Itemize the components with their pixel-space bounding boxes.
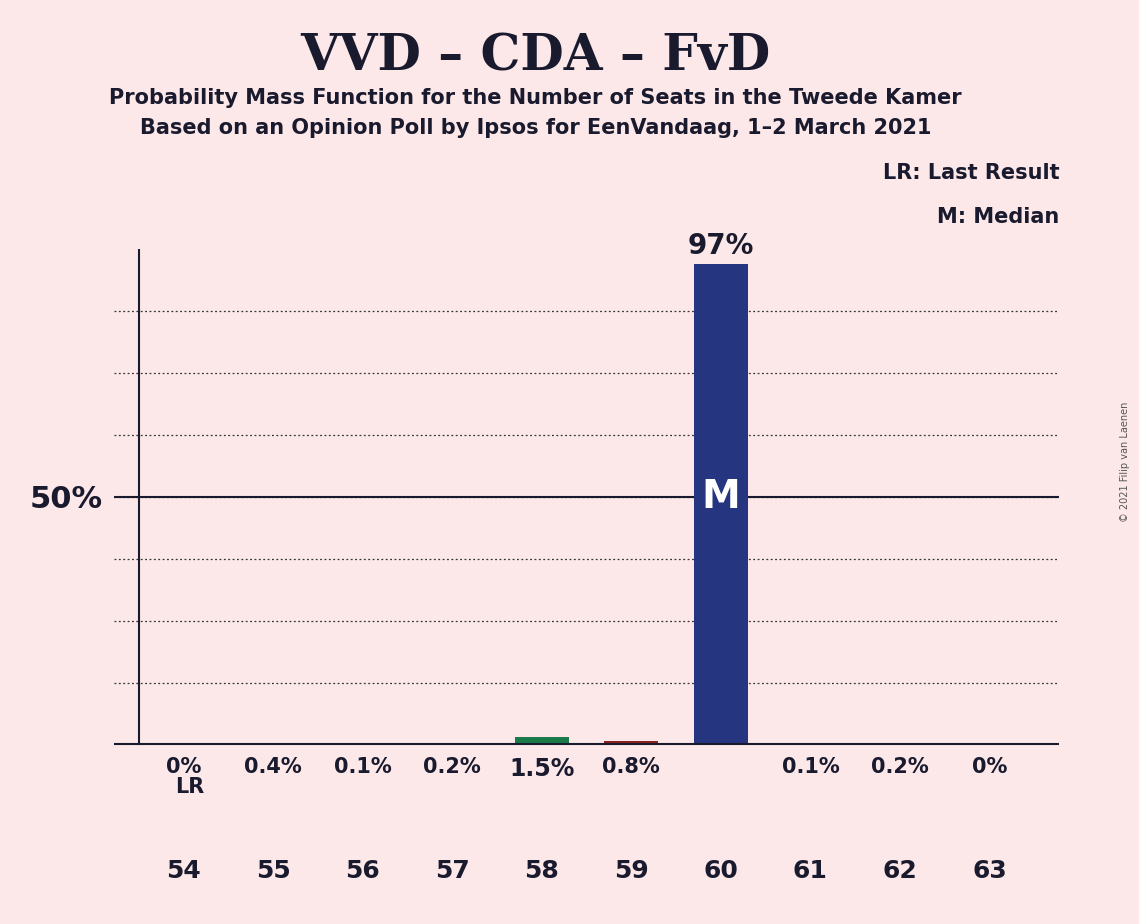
Bar	[694, 264, 747, 745]
Text: 97%: 97%	[688, 232, 754, 261]
Bar	[605, 740, 658, 745]
Text: LR: LR	[174, 777, 204, 796]
Bar	[246, 743, 300, 745]
Text: 0%: 0%	[972, 757, 1007, 777]
Text: © 2021 Filip van Laenen: © 2021 Filip van Laenen	[1121, 402, 1130, 522]
Text: 0.2%: 0.2%	[871, 757, 928, 777]
Text: LR: Last Result: LR: Last Result	[883, 163, 1059, 183]
Text: M: Median: M: Median	[937, 207, 1059, 227]
Text: Based on an Opinion Poll by Ipsos for EenVandaag, 1–2 March 2021: Based on an Opinion Poll by Ipsos for Ee…	[140, 118, 931, 139]
Bar	[874, 744, 927, 745]
Text: 0.2%: 0.2%	[424, 757, 481, 777]
Text: 0.1%: 0.1%	[781, 757, 839, 777]
Text: 0.8%: 0.8%	[603, 757, 661, 777]
Text: 0.4%: 0.4%	[245, 757, 302, 777]
Text: VVD – CDA – FvD: VVD – CDA – FvD	[301, 32, 770, 81]
Text: 0%: 0%	[166, 757, 202, 777]
Bar	[515, 737, 568, 745]
Text: Probability Mass Function for the Number of Seats in the Tweede Kamer: Probability Mass Function for the Number…	[109, 88, 961, 108]
Text: 1.5%: 1.5%	[509, 757, 574, 781]
Bar	[426, 744, 480, 745]
Text: M: M	[702, 478, 740, 516]
Text: 0.1%: 0.1%	[334, 757, 392, 777]
